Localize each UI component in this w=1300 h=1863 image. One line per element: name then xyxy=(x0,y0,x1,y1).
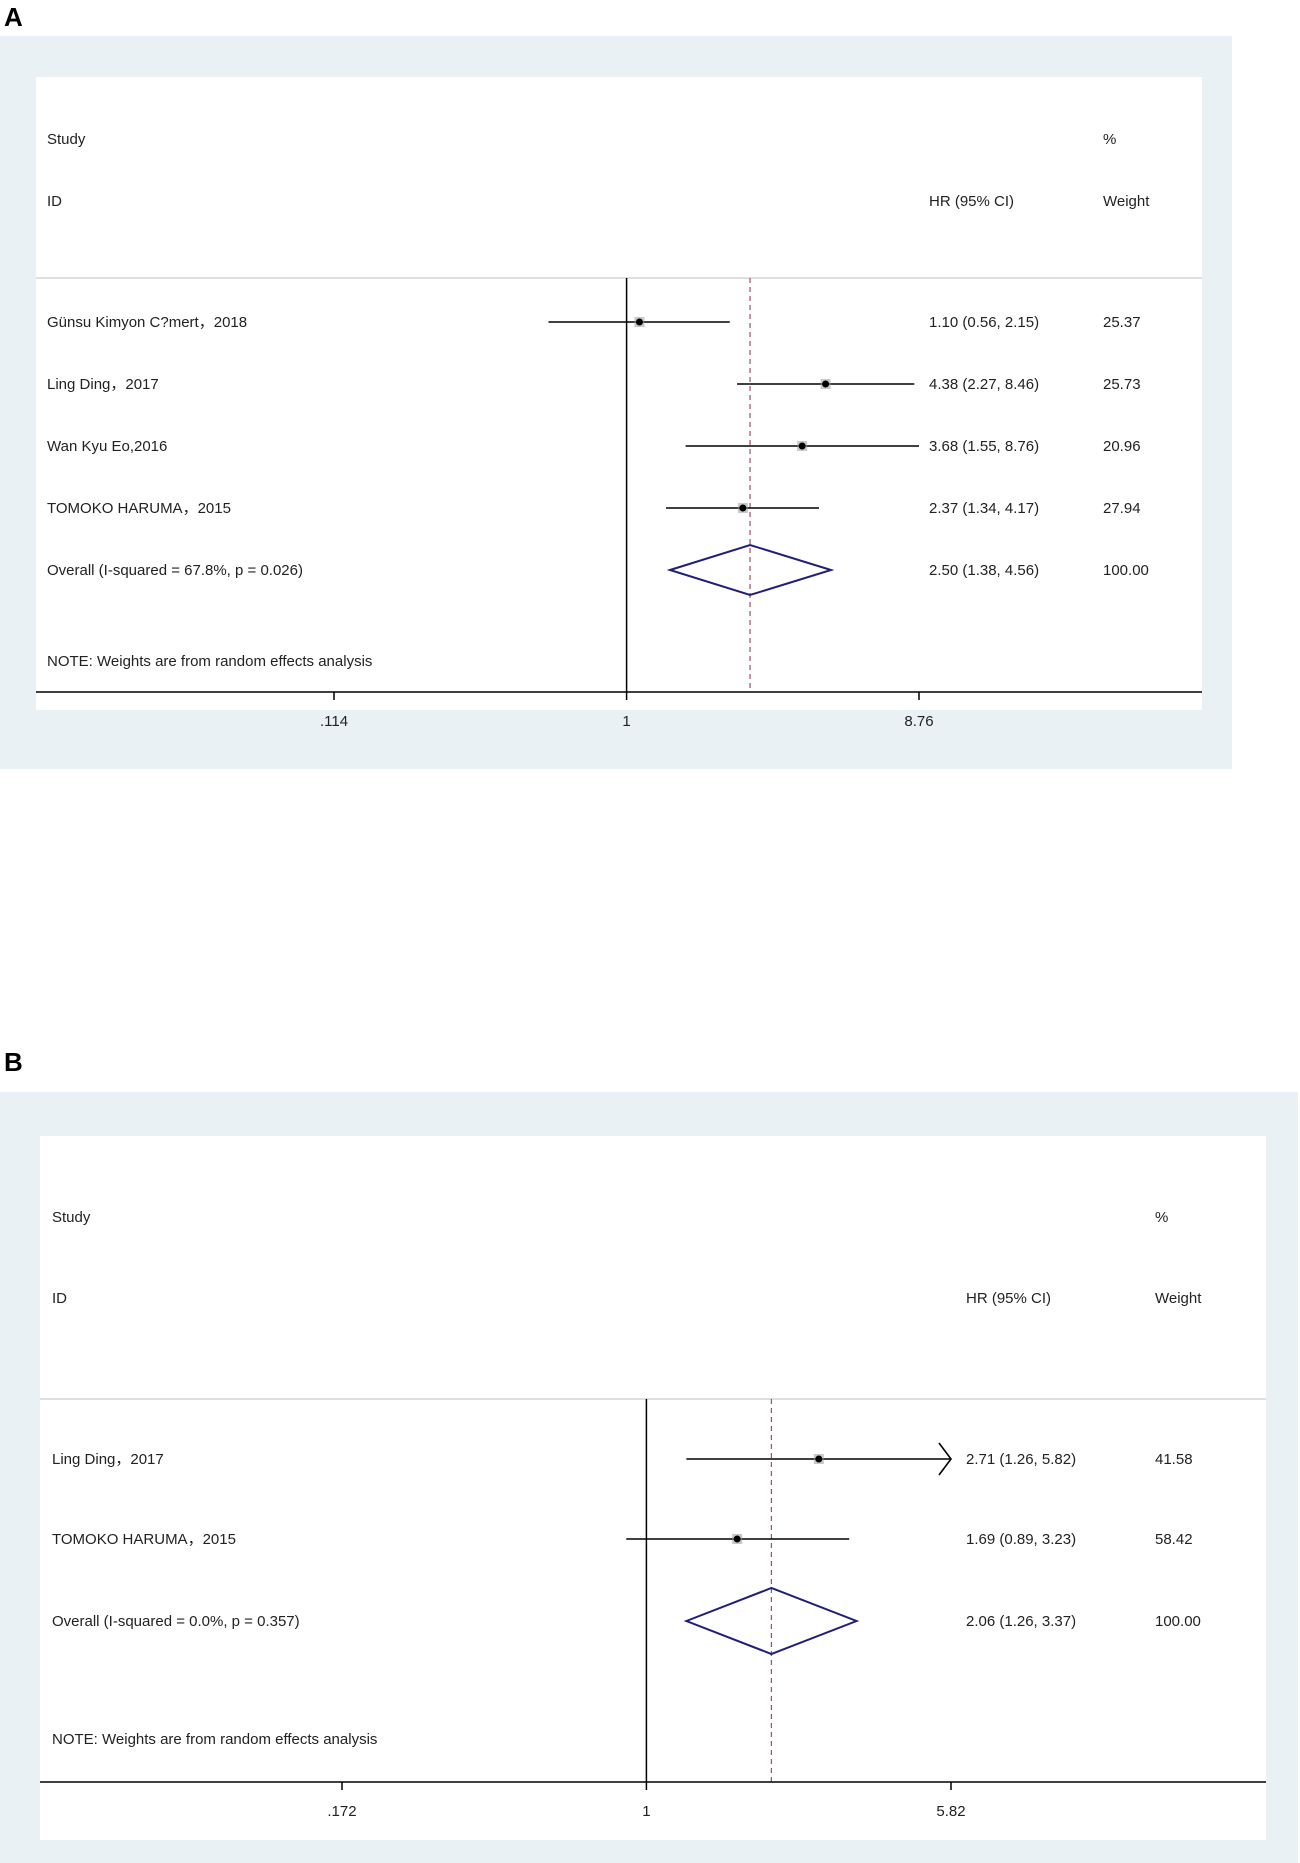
study-ci-arrow xyxy=(938,1442,952,1476)
overall-hr-ci: 2.06 (1.26, 3.37) xyxy=(966,1613,1076,1630)
note-text: NOTE: Weights are from random effects an… xyxy=(47,653,372,670)
overall-label: Overall (I-squared = 67.8%, p = 0.026) xyxy=(47,562,303,579)
overall-hr-ci: 2.50 (1.38, 4.56) xyxy=(929,562,1039,579)
overall-diamond xyxy=(666,543,835,597)
study-point xyxy=(798,442,806,450)
study-label: Ling Ding，2017 xyxy=(52,1451,164,1468)
study-point xyxy=(739,504,747,512)
study-point xyxy=(815,1455,823,1463)
panel-label-a: A xyxy=(4,2,23,32)
panel-a-plot-area xyxy=(36,77,1202,710)
x-tick-label: .172 xyxy=(327,1803,356,1820)
study-hr-ci: 4.38 (2.27, 8.46) xyxy=(929,376,1039,393)
study-hr-ci: 1.69 (0.89, 3.23) xyxy=(966,1531,1076,1548)
study-label: Günsu Kimyon C?mert，2018 xyxy=(47,314,247,331)
study-label: Ling Ding，2017 xyxy=(47,376,159,393)
panel-label-b: B xyxy=(4,1047,23,1077)
study-hr-ci: 2.37 (1.34, 4.17) xyxy=(929,500,1039,517)
header-weight: Weight xyxy=(1103,193,1150,210)
header-percent: % xyxy=(1155,1209,1168,1226)
study-label: TOMOKO HARUMA，2015 xyxy=(52,1531,236,1548)
study-point xyxy=(635,318,643,326)
study-weight: 25.37 xyxy=(1103,314,1141,331)
header-percent: % xyxy=(1103,131,1116,148)
study-point xyxy=(733,1535,741,1543)
study-weight: 41.58 xyxy=(1155,1451,1193,1468)
study-hr-ci: 3.68 (1.55, 8.76) xyxy=(929,438,1039,455)
x-tick-label: 1 xyxy=(622,713,630,730)
overall-weight: 100.00 xyxy=(1155,1613,1201,1630)
study-weight: 25.73 xyxy=(1103,376,1141,393)
overall-label: Overall (I-squared = 0.0%, p = 0.357) xyxy=(52,1613,300,1630)
note-text: NOTE: Weights are from random effects an… xyxy=(52,1731,377,1748)
header-study: Study xyxy=(52,1209,91,1226)
study-point xyxy=(822,380,830,388)
study-weight: 20.96 xyxy=(1103,438,1141,455)
study-weight: 27.94 xyxy=(1103,500,1141,517)
header-hr: HR (95% CI) xyxy=(966,1290,1051,1307)
panel-b-plot-area xyxy=(40,1136,1266,1840)
header-hr: HR (95% CI) xyxy=(929,193,1014,210)
x-tick-label: 1 xyxy=(642,1803,650,1820)
study-label: Wan Kyu Eo,2016 xyxy=(47,438,167,455)
x-tick-label: 8.76 xyxy=(904,713,933,730)
header-study: Study xyxy=(47,131,86,148)
header-id: ID xyxy=(47,193,62,210)
header-weight: Weight xyxy=(1155,1290,1202,1307)
overall-diamond xyxy=(683,1586,860,1656)
study-hr-ci: 1.10 (0.56, 2.15) xyxy=(929,314,1039,331)
x-tick-label: .114 xyxy=(320,713,348,730)
header-id: ID xyxy=(52,1290,67,1307)
study-weight: 58.42 xyxy=(1155,1531,1193,1548)
overall-weight: 100.00 xyxy=(1103,562,1149,579)
x-tick-label: 5.82 xyxy=(936,1803,965,1820)
study-label: TOMOKO HARUMA，2015 xyxy=(47,500,231,517)
study-hr-ci: 2.71 (1.26, 5.82) xyxy=(966,1451,1076,1468)
